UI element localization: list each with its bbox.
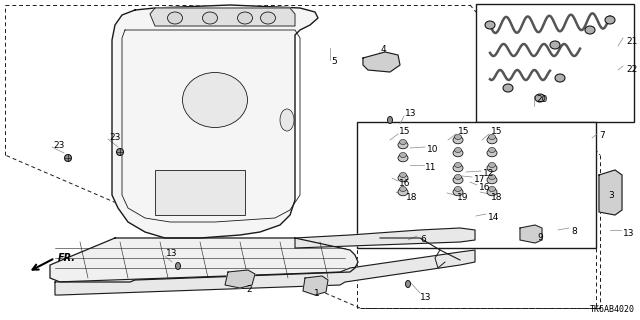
Text: 21: 21 [626,37,637,46]
Text: 1: 1 [314,289,320,298]
Ellipse shape [260,12,275,24]
Text: 15: 15 [458,126,470,135]
Ellipse shape [398,188,408,196]
Ellipse shape [453,136,463,144]
Text: 16: 16 [399,180,410,188]
Text: 8: 8 [571,228,577,236]
Text: 4: 4 [381,44,387,53]
Ellipse shape [202,12,218,24]
Ellipse shape [487,176,497,184]
Ellipse shape [453,176,463,184]
Ellipse shape [453,164,463,172]
Ellipse shape [182,73,248,127]
Ellipse shape [454,187,461,191]
Ellipse shape [399,172,406,178]
Ellipse shape [280,109,294,131]
Text: 13: 13 [405,109,417,118]
Ellipse shape [398,174,408,182]
Bar [357,122,596,248]
Polygon shape [363,52,400,72]
Text: 9: 9 [537,233,543,242]
Ellipse shape [488,148,495,153]
Text: 23: 23 [53,140,65,149]
Text: 22: 22 [626,66,637,75]
Text: 19: 19 [457,194,468,203]
Text: 11: 11 [425,164,436,172]
Text: 18: 18 [406,194,417,203]
Text: 18: 18 [491,193,502,202]
Ellipse shape [488,163,495,167]
Text: 12: 12 [483,170,494,179]
Ellipse shape [535,94,545,102]
Bar [476,4,634,122]
Text: 5: 5 [331,58,337,67]
Text: 13: 13 [166,250,177,259]
Ellipse shape [487,149,497,157]
Polygon shape [295,228,475,248]
Ellipse shape [454,148,461,153]
Ellipse shape [487,164,497,172]
Text: 13: 13 [623,229,634,238]
Ellipse shape [387,116,392,124]
Ellipse shape [65,155,72,162]
Text: 2: 2 [246,285,252,294]
Ellipse shape [116,148,124,156]
Bar [155,170,245,215]
Ellipse shape [399,153,406,157]
Ellipse shape [399,187,406,191]
Ellipse shape [398,141,408,149]
Ellipse shape [454,134,461,140]
Ellipse shape [454,163,461,167]
Text: 13: 13 [420,292,431,301]
Polygon shape [150,8,295,26]
Text: 20: 20 [536,95,547,105]
Text: 10: 10 [427,146,438,155]
Ellipse shape [398,154,408,162]
Text: 3: 3 [608,191,614,201]
Polygon shape [55,250,475,295]
Text: 6: 6 [420,236,426,244]
Ellipse shape [555,74,565,82]
Text: 15: 15 [399,126,410,135]
Ellipse shape [237,12,253,24]
Ellipse shape [175,262,180,269]
Polygon shape [112,5,318,238]
Ellipse shape [605,16,615,24]
Text: 15: 15 [491,126,502,135]
Polygon shape [599,170,622,215]
Text: 7: 7 [599,132,605,140]
Polygon shape [225,270,255,288]
Text: TK6AB4020: TK6AB4020 [590,305,635,314]
Ellipse shape [453,188,463,196]
Ellipse shape [488,134,495,140]
Ellipse shape [453,149,463,157]
Ellipse shape [485,21,495,29]
Ellipse shape [487,188,497,196]
Ellipse shape [399,140,406,145]
Ellipse shape [454,174,461,180]
Ellipse shape [585,26,595,34]
Text: FR.: FR. [58,253,76,263]
Polygon shape [50,238,358,282]
Ellipse shape [550,41,560,49]
Ellipse shape [503,84,513,92]
Polygon shape [520,225,542,243]
Polygon shape [303,276,328,295]
Ellipse shape [487,136,497,144]
Text: 17: 17 [474,175,486,185]
Ellipse shape [168,12,182,24]
Ellipse shape [488,174,495,180]
Text: 14: 14 [488,212,499,221]
Ellipse shape [488,187,495,191]
Text: 16: 16 [479,183,490,193]
Text: 23: 23 [109,132,120,141]
Ellipse shape [406,281,410,287]
